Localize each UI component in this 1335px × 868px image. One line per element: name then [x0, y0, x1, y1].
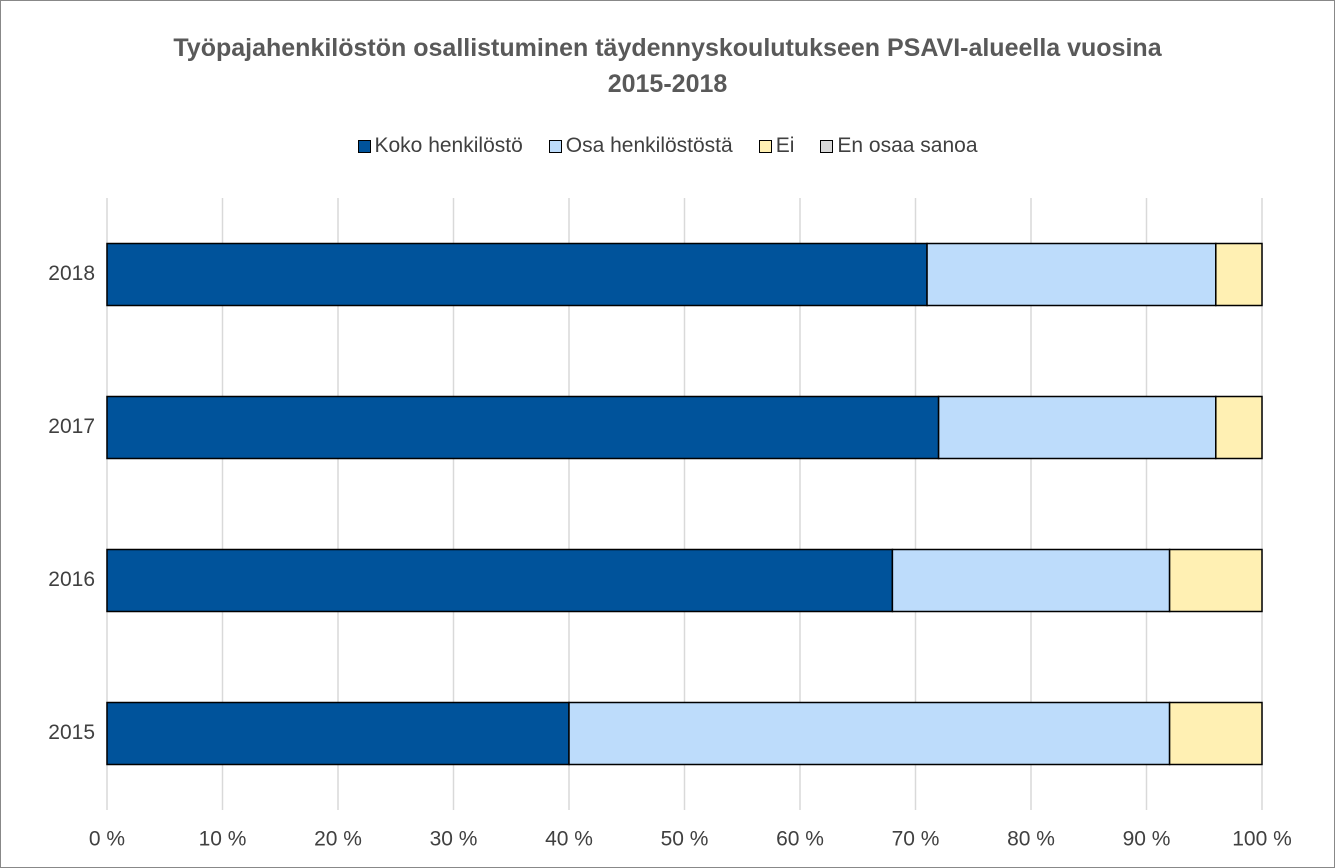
- bar-segment: [1168, 701, 1263, 766]
- x-tick-label: 40 %: [545, 828, 593, 851]
- bar-segment: [106, 701, 570, 766]
- legend-label: Koko henkilöstö: [374, 134, 523, 157]
- legend-item: En osaa sanoa: [820, 134, 978, 158]
- chart-title: Työpajahenkilöstön osallistuminen täyden…: [173, 34, 1162, 98]
- legend-swatch: [357, 139, 371, 153]
- x-tick-label: 10 %: [199, 828, 247, 851]
- bar-segment: [568, 701, 1171, 766]
- y-tick-label: 2017: [48, 415, 95, 438]
- legend-swatch: [758, 139, 772, 153]
- bar-segment: [937, 395, 1217, 460]
- legend: Koko henkilöstö Osa henkilöstöstä Ei En osa…: [0, 134, 1335, 158]
- bar-segment: [106, 242, 928, 307]
- bar-segment: [106, 395, 940, 460]
- y-tick-label: 2016: [48, 568, 95, 591]
- x-tick-label: 60 %: [776, 828, 824, 851]
- bar-segment: [891, 548, 1171, 613]
- x-tick-label: 80 %: [1007, 828, 1055, 851]
- legend-label: Osa henkilöstöstä: [565, 134, 733, 157]
- bar-segment: [1168, 548, 1263, 613]
- bar-segment: [1215, 395, 1263, 460]
- x-tick-label: 100 %: [1232, 828, 1292, 851]
- legend-label: Ei: [775, 134, 795, 157]
- x-tick-label: 90 %: [1123, 828, 1171, 851]
- x-tick-label: 20 %: [314, 828, 362, 851]
- legend-item: Ei: [758, 134, 795, 158]
- legend-label: En osaa sanoa: [837, 134, 978, 157]
- legend-swatch: [820, 139, 834, 153]
- x-tick-label: 70 %: [892, 828, 940, 851]
- bar-segment: [106, 548, 894, 613]
- x-tick-label: 50 %: [661, 828, 709, 851]
- bar-segment: [926, 242, 1217, 307]
- y-tick-label: 2018: [48, 262, 95, 285]
- y-tick-label: 2015: [48, 721, 95, 744]
- legend-swatch: [548, 139, 562, 153]
- legend-item: Koko henkilöstö: [357, 134, 523, 158]
- x-tick-label: 30 %: [430, 828, 478, 851]
- x-tick-label: 0 %: [89, 828, 125, 851]
- bar-segment: [1215, 242, 1263, 307]
- legend-item: Osa henkilöstöstä: [548, 134, 733, 158]
